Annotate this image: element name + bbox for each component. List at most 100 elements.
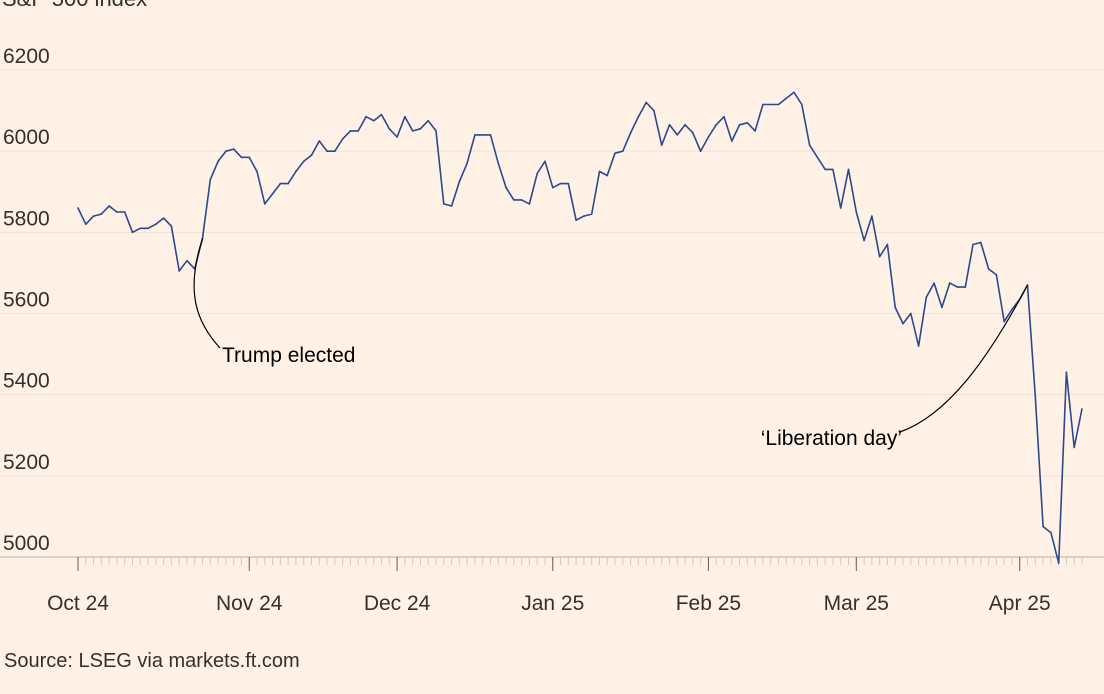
- data-point: [793, 91, 795, 94]
- data-point: [808, 144, 811, 146]
- data-point: [349, 130, 352, 132]
- data-point: [404, 115, 406, 118]
- data-point: [334, 150, 336, 152]
- data-point: [396, 136, 398, 138]
- data-point: [948, 282, 951, 284]
- data-point: [186, 259, 188, 262]
- data-point: [295, 170, 297, 173]
- data-point: [318, 140, 321, 142]
- data-point: [956, 286, 959, 288]
- data-point: [1057, 562, 1060, 564]
- data-point: [769, 103, 772, 106]
- data-point: [1073, 446, 1076, 449]
- data-point: [217, 160, 219, 163]
- data-point: [116, 211, 118, 213]
- data-point: [411, 130, 414, 132]
- data-point: [660, 144, 663, 146]
- data-point: [232, 148, 235, 150]
- x-tick-label: Jan 25: [521, 592, 584, 615]
- data-point: [1034, 395, 1037, 398]
- data-point: [933, 282, 935, 284]
- data-point: [427, 119, 430, 122]
- data-point: [575, 219, 577, 221]
- data-point: [497, 162, 500, 165]
- data-point: [162, 217, 165, 219]
- data-point: [139, 227, 142, 230]
- data-point: [964, 286, 967, 288]
- data-point: [435, 130, 437, 132]
- data-point: [419, 128, 422, 130]
- data-point: [972, 243, 974, 246]
- data-point: [738, 123, 741, 126]
- data-point: [450, 205, 453, 207]
- data-point: [341, 138, 344, 140]
- data-point: [310, 154, 313, 157]
- data-point: [863, 239, 865, 242]
- data-point: [489, 134, 492, 136]
- data-point: [684, 123, 686, 126]
- data-point: [754, 130, 756, 132]
- data-point: [263, 203, 266, 205]
- data-point: [871, 215, 873, 217]
- data-point: [676, 134, 679, 136]
- data-point: [987, 268, 990, 270]
- y-tick-label: 5200: [3, 451, 50, 474]
- data-point: [653, 109, 655, 112]
- data-point: [824, 168, 826, 171]
- data-point: [894, 306, 897, 309]
- data-point: [302, 160, 305, 163]
- data-point: [1081, 408, 1083, 410]
- data-point: [466, 162, 468, 165]
- data-point: [365, 115, 367, 118]
- data-point: [357, 130, 359, 132]
- data-point: [598, 170, 601, 173]
- data-point: [380, 113, 383, 116]
- data-point: [637, 115, 640, 118]
- data-point: [544, 160, 546, 163]
- data-point: [590, 213, 593, 215]
- y-tick-label: 6200: [3, 45, 50, 68]
- data-point: [855, 211, 858, 213]
- data-point: [645, 101, 647, 104]
- y-tick-label: 6000: [3, 126, 50, 149]
- data-point: [225, 150, 227, 152]
- data-point: [505, 186, 507, 189]
- data-point: [256, 170, 258, 173]
- data-point: [458, 180, 461, 183]
- chart-plot: 6200 6000 5800 5600 5400 5200 5000 Oct 24 Nov 2…: [0, 45, 1104, 615]
- data-point: [1050, 531, 1052, 534]
- data-point: [941, 306, 943, 309]
- data-point: [902, 322, 904, 325]
- data-point: [917, 345, 920, 347]
- data-point: [513, 199, 515, 201]
- data-point: [131, 231, 134, 234]
- data-point: [801, 103, 803, 106]
- data-point: [559, 182, 562, 185]
- x-tick-label: Nov 24: [216, 592, 283, 615]
- data-point: [271, 192, 274, 195]
- annotations: Trump elected ‘Liberation day’: [193, 238, 1029, 450]
- annotation-leader-trump: [193, 238, 221, 349]
- data-point: [925, 296, 928, 299]
- data-point: [746, 121, 749, 124]
- data-point: [614, 152, 616, 154]
- series-layer: [77, 91, 1083, 564]
- data-point: [816, 156, 819, 159]
- data-point: [629, 132, 632, 134]
- data-point: [372, 119, 375, 122]
- data-point: [155, 223, 157, 226]
- annotation-leader-liberation: [899, 284, 1029, 433]
- data-point: [707, 136, 710, 138]
- data-point: [715, 123, 718, 126]
- data-point: [723, 115, 725, 118]
- data-point: [622, 150, 624, 152]
- data-point: [832, 168, 834, 171]
- data-point: [279, 182, 282, 185]
- y-tick-label: 5600: [3, 289, 50, 312]
- x-axis: Oct 24 Nov 24 Dec 24 Jan 25 Feb 25 Mar 25 Apr …: [47, 557, 1083, 615]
- data-point: [248, 156, 251, 159]
- data-point: [84, 223, 87, 226]
- data-point: [287, 182, 289, 185]
- y-tick-label: 5400: [3, 370, 50, 393]
- data-point: [209, 178, 212, 181]
